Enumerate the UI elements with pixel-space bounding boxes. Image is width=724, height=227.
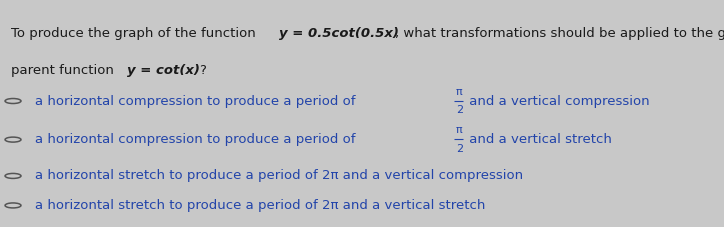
Text: and a vertical stretch: and a vertical stretch xyxy=(466,133,613,146)
Text: y = 0.5cot(0.5x): y = 0.5cot(0.5x) xyxy=(279,27,399,40)
Text: π: π xyxy=(455,125,462,135)
Text: parent function: parent function xyxy=(11,64,118,76)
Text: 2: 2 xyxy=(456,144,463,154)
Text: a horizontal compression to produce a period of: a horizontal compression to produce a pe… xyxy=(35,133,360,146)
Text: To produce the graph of the function: To produce the graph of the function xyxy=(11,27,260,40)
Text: a horizontal stretch to produce a period of 2π and a vertical stretch: a horizontal stretch to produce a period… xyxy=(35,199,485,212)
Text: and a vertical compression: and a vertical compression xyxy=(466,94,650,108)
Text: a horizontal compression to produce a period of: a horizontal compression to produce a pe… xyxy=(35,94,360,108)
Text: 2: 2 xyxy=(456,105,463,115)
Text: a horizontal stretch to produce a period of 2π and a vertical compression: a horizontal stretch to produce a period… xyxy=(35,169,523,183)
Text: y = cot(x): y = cot(x) xyxy=(127,64,200,76)
Text: ?: ? xyxy=(200,64,206,76)
Text: , what transformations should be applied to the graph of the: , what transformations should be applied… xyxy=(395,27,724,40)
Text: π: π xyxy=(455,87,462,97)
